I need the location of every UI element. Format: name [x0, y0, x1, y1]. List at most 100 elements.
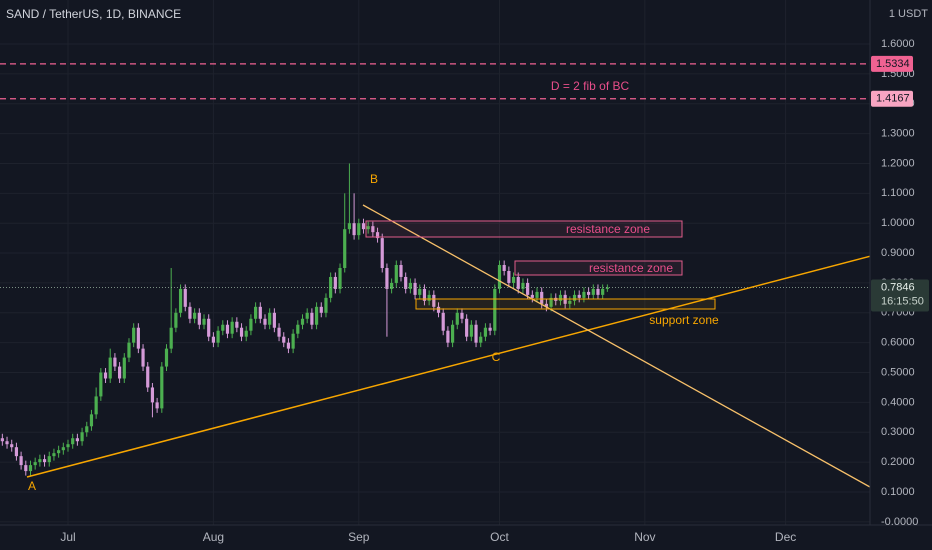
- y-tick-label: -0.0000: [881, 516, 918, 528]
- price-label: 0.7846: [881, 281, 915, 293]
- candle-body: [450, 324, 455, 343]
- candle-body: [141, 348, 145, 367]
- candle-body: [511, 276, 516, 283]
- candle-body: [526, 282, 530, 295]
- candle-body: [469, 324, 473, 337]
- candle-body: [441, 312, 445, 331]
- candle-body: [314, 306, 319, 325]
- candle-body: [605, 287, 609, 289]
- candle-body: [38, 459, 42, 463]
- candle-body: [47, 456, 51, 463]
- candle-body: [0, 438, 4, 442]
- candle-body: [371, 226, 375, 233]
- candle-body: [394, 265, 398, 283]
- candle-body: [277, 327, 281, 337]
- uptrend-line: [26, 255, 870, 478]
- candle-body: [42, 459, 47, 463]
- candle-body: [263, 318, 267, 325]
- x-tick-label: Aug: [203, 530, 224, 544]
- candle-body: [324, 297, 328, 313]
- candle-body: [408, 282, 412, 289]
- candle-body: [19, 456, 23, 466]
- downtrend-line: [362, 204, 870, 488]
- y-tick-label: 0.4000: [881, 396, 915, 408]
- candle-body: [591, 288, 595, 295]
- candle-body: [483, 327, 488, 337]
- resistance-box: [365, 220, 683, 238]
- candle-body: [258, 306, 262, 319]
- candle-body: [33, 462, 37, 466]
- candle-body: [197, 312, 201, 325]
- x-tick-label: Dec: [775, 530, 796, 544]
- candle-body: [366, 226, 370, 230]
- candle-body: [178, 288, 183, 313]
- x-tick-label: Oct: [490, 530, 509, 544]
- candle-body: [24, 465, 28, 472]
- candle-body: [540, 291, 544, 304]
- candle-body: [582, 291, 586, 298]
- candle-body: [596, 288, 600, 295]
- candle-body: [160, 366, 164, 409]
- candle-body: [357, 223, 361, 236]
- candle-body: [310, 312, 314, 325]
- candle-body: [291, 333, 295, 349]
- candle-body: [52, 453, 56, 457]
- candle-body: [390, 282, 394, 289]
- level-label: 1.5334: [876, 58, 910, 70]
- point-label: A: [28, 479, 36, 493]
- candle-body: [305, 312, 309, 319]
- candle-body: [249, 318, 253, 331]
- y-tick-label: 0.3000: [881, 426, 915, 438]
- candle-body: [601, 288, 605, 295]
- level-label-bg: [871, 55, 913, 72]
- candle-body: [169, 327, 173, 349]
- candle-body: [221, 324, 225, 331]
- candle-body: [117, 366, 122, 379]
- candle-body: [432, 294, 436, 307]
- candle-body: [75, 438, 79, 442]
- candle-body: [216, 330, 220, 343]
- level-label: 1.4167: [876, 93, 910, 105]
- candle-body: [225, 324, 230, 334]
- candle-body: [568, 300, 572, 304]
- candle-body: [352, 223, 356, 236]
- annotation: D = 2 fib of BC: [551, 79, 630, 93]
- candle-body: [572, 294, 577, 301]
- candle-body: [164, 348, 169, 367]
- candle-body: [28, 465, 33, 472]
- candle-body: [244, 330, 248, 337]
- chart-title: SAND / TetherUS, 1D, BINANCE: [6, 7, 181, 21]
- candle-body: [150, 387, 155, 403]
- candle-body: [80, 432, 84, 442]
- annotation: support zone: [649, 313, 719, 327]
- candle-body: [132, 327, 136, 343]
- candle-body: [343, 229, 347, 268]
- candle-body: [66, 444, 70, 448]
- candle-body: [127, 342, 131, 358]
- candle-body: [61, 447, 65, 451]
- price-label-bg: [871, 279, 929, 312]
- candle-body: [57, 450, 61, 454]
- candle-body: [122, 357, 126, 379]
- drawings: D = 2 fib of BC resistance zone resistan…: [26, 79, 870, 493]
- candle-body: [586, 291, 591, 295]
- candle-body: [549, 297, 553, 307]
- candle-body: [544, 303, 548, 307]
- annotation: resistance zone: [566, 222, 650, 236]
- candle-body: [113, 357, 117, 367]
- x-tick-label: Jul: [60, 530, 75, 544]
- candle-body: [136, 327, 140, 349]
- resistance-box: [514, 260, 683, 276]
- candle-body: [202, 318, 206, 325]
- candle-body: [239, 327, 244, 337]
- candle-body: [89, 414, 94, 427]
- candle-body: [455, 312, 459, 325]
- candle-body: [103, 372, 108, 379]
- candle-body: [268, 312, 272, 325]
- candle-body: [99, 372, 103, 397]
- candle-body: [146, 366, 150, 388]
- candle-body: [380, 238, 384, 268]
- candle-body: [296, 324, 300, 334]
